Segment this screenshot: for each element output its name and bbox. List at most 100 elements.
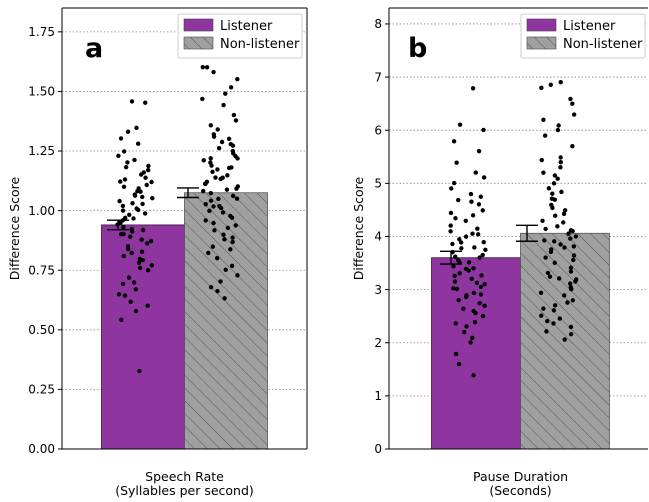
data-point	[453, 351, 459, 357]
data-point	[132, 193, 138, 198]
data-point	[456, 297, 461, 303]
data-point	[558, 242, 563, 247]
data-point	[540, 218, 545, 224]
data-point	[135, 141, 141, 146]
data-point	[570, 144, 575, 149]
data-point	[149, 179, 154, 185]
data-point	[561, 220, 566, 225]
data-point	[562, 245, 567, 250]
data-point	[208, 198, 214, 203]
data-point	[146, 163, 151, 169]
data-point	[555, 224, 560, 229]
data-point	[481, 127, 486, 133]
data-point	[541, 117, 546, 123]
legend-label: Non-listener	[220, 37, 300, 52]
data-point	[456, 361, 462, 367]
data-point	[216, 196, 221, 202]
data-point	[538, 290, 544, 295]
data-point	[125, 244, 131, 249]
data-point	[134, 206, 139, 211]
y-axis-label: Difference Score	[7, 176, 22, 280]
data-point	[228, 141, 233, 147]
data-point	[541, 170, 546, 175]
data-point	[459, 246, 464, 251]
data-point	[571, 257, 576, 263]
data-point	[458, 240, 464, 245]
data-point	[220, 175, 225, 180]
data-point	[223, 91, 228, 96]
data-point	[118, 231, 124, 237]
data-point	[123, 215, 128, 221]
data-point	[478, 284, 484, 290]
data-point	[235, 76, 240, 82]
data-point	[562, 293, 567, 298]
legend-swatch-hatch	[184, 37, 213, 49]
data-point	[568, 228, 574, 233]
data-point	[573, 234, 579, 239]
data-point	[132, 157, 137, 163]
data-point	[224, 187, 230, 192]
data-point	[135, 188, 140, 194]
data-point	[539, 85, 544, 91]
data-point	[482, 303, 487, 309]
data-point	[219, 139, 225, 145]
data-point	[118, 179, 123, 184]
legend-swatch-listener	[526, 18, 557, 32]
data-point	[470, 213, 476, 218]
data-point	[203, 181, 208, 187]
data-point	[471, 266, 476, 271]
data-point	[448, 223, 453, 228]
data-point	[469, 199, 474, 204]
data-point	[228, 213, 233, 219]
data-point	[230, 148, 236, 154]
data-point	[558, 155, 563, 160]
data-point	[552, 303, 558, 308]
data-point	[449, 186, 454, 191]
data-point	[568, 236, 573, 241]
y-axis-label: Difference Score	[351, 176, 366, 280]
legend-label: Listener	[220, 19, 273, 34]
data-point	[573, 277, 579, 282]
data-point	[568, 332, 574, 337]
data-point	[571, 112, 577, 117]
data-point	[470, 86, 476, 91]
data-point	[140, 257, 145, 263]
data-point	[150, 195, 155, 201]
data-point	[220, 210, 226, 215]
data-point	[230, 235, 235, 240]
data-point	[228, 247, 233, 252]
data-point	[215, 167, 220, 172]
y-tick-label: 0	[374, 442, 382, 456]
data-point	[229, 263, 235, 269]
data-point	[210, 244, 216, 249]
x-axis-label: (Seconds)	[489, 483, 551, 498]
y-tick-label: 6	[374, 123, 382, 137]
y-tick-label: 3	[374, 283, 382, 297]
y-tick-label: 1	[374, 389, 382, 403]
data-point	[539, 313, 544, 318]
legend: Listener Non-listener	[520, 13, 646, 59]
data-point	[480, 313, 486, 319]
data-point	[201, 158, 206, 163]
data-point	[125, 160, 130, 165]
data-point	[140, 227, 146, 233]
data-point	[212, 228, 217, 233]
data-point	[450, 241, 455, 247]
data-point	[210, 169, 215, 175]
data-point	[478, 292, 484, 297]
data-point	[539, 157, 544, 163]
data-point	[550, 191, 555, 196]
legend-label: Non-listener	[563, 37, 643, 52]
data-point	[455, 257, 461, 263]
y-tick-label: 1.00	[28, 204, 55, 218]
data-point	[230, 239, 235, 245]
data-point	[473, 310, 478, 316]
data-point	[543, 255, 548, 260]
data-point	[463, 234, 469, 239]
data-point	[233, 118, 239, 123]
x-axis-label: (Syllables per second)	[115, 483, 254, 498]
data-point	[542, 238, 547, 243]
data-point	[221, 232, 226, 237]
data-point	[126, 275, 132, 280]
data-point	[468, 340, 473, 345]
